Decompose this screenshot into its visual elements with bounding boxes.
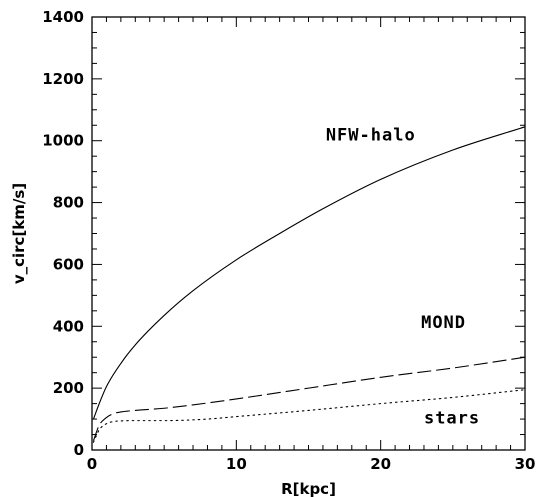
annotation-nfw-halo: NFW-halo: [326, 126, 416, 146]
y-tick-label: 1200: [42, 70, 84, 88]
annotation-mond: MOND: [421, 313, 466, 333]
x-tick-label: 30: [515, 455, 536, 473]
series-nfw-halo-line: [92, 126, 526, 420]
y-tick-label: 800: [53, 194, 84, 212]
x-tick-label: 10: [226, 455, 247, 473]
y-tick-label: 1400: [42, 8, 84, 26]
plot-frame: [91, 16, 526, 451]
y-axis-label: v_circ[km/s]: [10, 183, 28, 284]
y-tick-label: 1000: [42, 132, 84, 150]
annotation-stars: stars: [424, 409, 480, 429]
y-tick-label: 0: [74, 441, 84, 459]
annotations-layer: NFW-halo MOND stars: [326, 126, 480, 429]
x-axis-label: R[kpc]: [281, 480, 336, 497]
y-tick-label: 200: [53, 379, 84, 397]
x-tick-label: 0: [87, 455, 97, 473]
x-tick-label: 20: [370, 455, 391, 473]
series-mond-line: [92, 356, 526, 441]
curves-layer: [92, 126, 526, 443]
ticks-layer: 0 10 20 30 0 200 400 600 800 1000 1200 1400: [42, 8, 535, 473]
series-stars-line: [92, 389, 526, 443]
y-tick-label: 600: [53, 255, 84, 273]
y-tick-label: 400: [53, 317, 84, 335]
